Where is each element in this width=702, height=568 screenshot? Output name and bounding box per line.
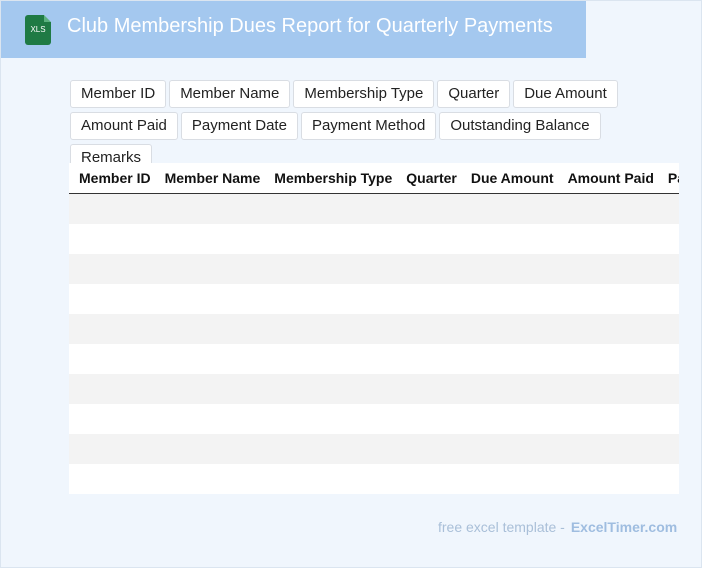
table-row [69,224,679,254]
title: Club Membership Dues Report for Quarterl… [67,15,553,37]
footer-text: free excel template - [438,519,565,535]
field-chip[interactable]: Amount Paid [70,112,178,140]
field-chip[interactable]: Payment Method [300,112,437,140]
footer: free excel template - ExcelTimer.com [438,519,677,535]
table-row [69,464,679,494]
table-row [69,374,679,404]
table-row [69,434,679,464]
field-chip[interactable]: Member Name [169,80,291,108]
footer-link[interactable]: ExcelTimer.com [570,519,678,535]
table-row [69,254,679,284]
field-chip[interactable]: Quarter [437,80,511,108]
column-header: Member Name [164,170,261,186]
column-header: Payment Date [667,170,679,186]
table-row [69,194,679,224]
table-row [69,314,679,344]
table-header: Member ID Member Name Membership Type Quart… [69,163,679,194]
table: Member ID Member Name Membership Type Quart… [69,163,679,494]
table-body [69,194,679,494]
column-header: Membership Type [274,170,393,186]
field-chip[interactable]: Due Amount [513,80,618,108]
column-header: Quarter [406,170,457,186]
field-chip[interactable]: Payment Date [180,112,298,140]
field-chip[interactable]: Outstanding Balance [439,112,601,140]
field-chips: Member ID Member Name Membership Type Quart… [70,80,682,172]
table-row [69,284,679,314]
column-header: Due Amount [470,170,554,186]
table-row [69,344,679,374]
icon-label: XLS [30,25,46,34]
field-chip[interactable]: Member ID [70,80,167,108]
field-chip[interactable]: Membership Type [293,80,435,108]
xls-icon: XLS [25,15,51,45]
header-bar: XLS Club Membership Dues Report for Quar… [1,1,586,58]
table-row [69,404,679,434]
column-header: Member ID [79,170,151,186]
column-header: Amount Paid [567,170,654,186]
